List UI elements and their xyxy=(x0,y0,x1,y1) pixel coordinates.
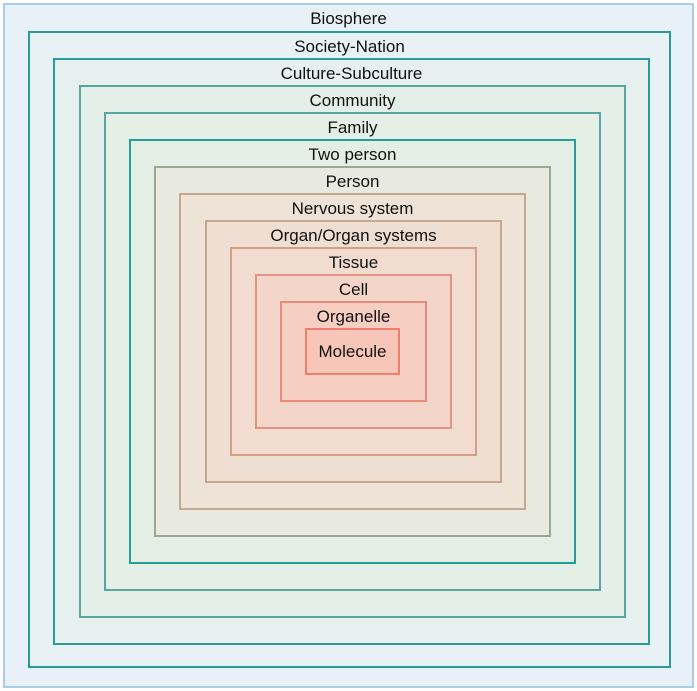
level-label: Organ/Organ systems xyxy=(270,226,437,245)
level-label: Nervous system xyxy=(291,199,414,218)
level-label: Molecule xyxy=(318,342,387,361)
level-label: Culture-Subculture xyxy=(280,64,423,83)
level-label: Community xyxy=(309,91,396,110)
level-label: Organelle xyxy=(316,307,391,326)
level-label: Biosphere xyxy=(310,9,387,28)
level-label: Two person xyxy=(308,145,397,164)
level-organelle: Organelle xyxy=(280,301,427,402)
level-label: Person xyxy=(325,172,380,191)
level-label: Family xyxy=(327,118,378,137)
level-label: Cell xyxy=(338,280,369,299)
level-molecule: Molecule xyxy=(305,328,400,375)
level-label: Society-Nation xyxy=(294,37,405,56)
level-label: Tissue xyxy=(328,253,379,272)
